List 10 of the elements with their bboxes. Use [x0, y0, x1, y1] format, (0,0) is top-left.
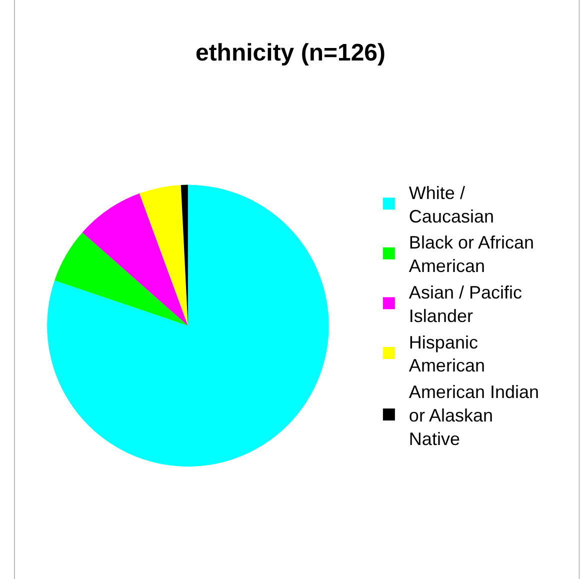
legend-label: American Indian or Alaskan Native	[408, 382, 540, 449]
pie-slice	[47, 184, 329, 466]
pie-slice	[82, 193, 188, 326]
pie-slice	[54, 232, 188, 326]
pie-slice	[139, 184, 188, 326]
chart-title: ethnicity (n=126)	[195, 39, 386, 66]
legend-label: White / Caucasian	[408, 182, 494, 226]
legend-label: Black or African American	[408, 232, 534, 276]
legend-label: Hispanic American	[408, 332, 485, 376]
legend-label: Asian / Pacific Islander	[408, 282, 522, 326]
